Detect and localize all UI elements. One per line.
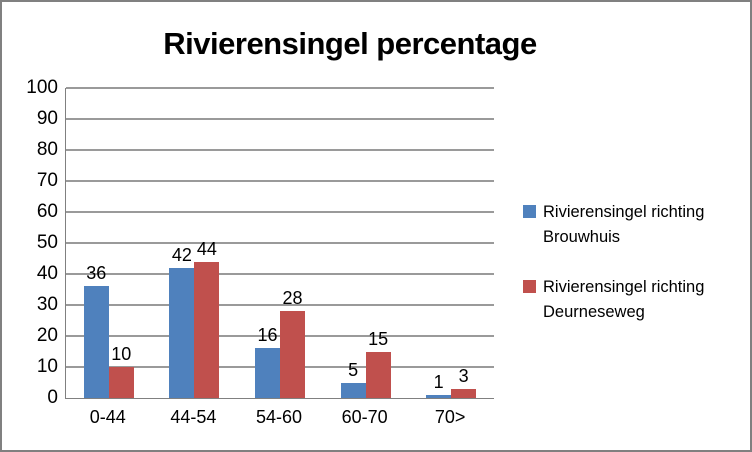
y-tick-label: 90 bbox=[36, 108, 58, 129]
legend-label: Rivierensingel richting Brouwhuis bbox=[543, 203, 705, 246]
plot-area: 36 10 42 44 16 28 5 15 1 3 bbox=[65, 87, 494, 399]
bar bbox=[108, 367, 134, 398]
y-tick-label: 70 bbox=[36, 170, 58, 191]
bar bbox=[426, 394, 452, 398]
gridline bbox=[66, 118, 494, 120]
legend-swatch bbox=[523, 280, 536, 293]
y-tick-label: 50 bbox=[36, 232, 58, 253]
bar bbox=[83, 286, 109, 398]
bar bbox=[280, 311, 305, 398]
y-tick-label: 100 bbox=[26, 77, 58, 98]
bar-value-label: 16 bbox=[257, 325, 278, 346]
bar-value-label: 28 bbox=[282, 288, 303, 309]
x-tick-label: 0-44 bbox=[89, 407, 126, 427]
gridline bbox=[66, 211, 494, 213]
gridline bbox=[66, 242, 494, 244]
y-tick-label: 80 bbox=[36, 139, 58, 160]
y-tick-label: 20 bbox=[36, 325, 58, 346]
x-tick-label: 60-70 bbox=[341, 407, 388, 427]
chart-title: Rivierensingel percentage bbox=[163, 26, 537, 61]
bar-value-label: 3 bbox=[458, 365, 469, 386]
y-tick-label: 60 bbox=[36, 201, 58, 222]
bar bbox=[365, 351, 391, 398]
legend: Rivierensingel richting Brouwhuis Riviere… bbox=[523, 200, 745, 325]
x-tick-label: 54-60 bbox=[255, 407, 303, 427]
bar-value-label: 42 bbox=[171, 244, 192, 265]
x-tick-label: 70> bbox=[434, 407, 466, 427]
y-axis: 0 10 20 30 40 50 60 70 80 90 100 bbox=[2, 77, 58, 408]
y-tick-label: 40 bbox=[36, 263, 58, 284]
bar-value-label: 10 bbox=[111, 344, 132, 364]
bar bbox=[340, 382, 366, 398]
gridline bbox=[66, 273, 494, 275]
gridline bbox=[66, 149, 494, 151]
bar-value-label: 5 bbox=[348, 359, 359, 380]
legend-swatch bbox=[523, 205, 536, 218]
y-tick-label: 10 bbox=[36, 356, 58, 377]
bar-value-label: 1 bbox=[433, 371, 444, 392]
y-tick-label: 0 bbox=[47, 387, 58, 408]
bar bbox=[194, 261, 220, 398]
legend-item: Rivierensingel richting Deurneseweg bbox=[523, 275, 745, 325]
gridline bbox=[66, 304, 494, 306]
x-tick-label: 44-54 bbox=[170, 407, 217, 427]
legend-item: Rivierensingel richting Brouwhuis bbox=[523, 200, 745, 250]
x-axis: 0-44 44-54 54-60 60-70 70> bbox=[65, 406, 493, 432]
legend-label: Rivierensingel richting Deurneseweg bbox=[543, 278, 705, 321]
bar-value-label: 15 bbox=[368, 328, 389, 349]
bars-layer: 36 10 42 44 16 28 5 15 1 3 bbox=[66, 88, 494, 398]
bar-value-label: 36 bbox=[86, 263, 107, 284]
bar-value-label: 44 bbox=[196, 238, 217, 259]
gridline bbox=[66, 180, 494, 182]
bar bbox=[255, 348, 280, 398]
bar bbox=[169, 267, 195, 398]
y-tick-label: 30 bbox=[36, 294, 58, 315]
gridline bbox=[66, 87, 494, 89]
bar bbox=[451, 388, 477, 398]
